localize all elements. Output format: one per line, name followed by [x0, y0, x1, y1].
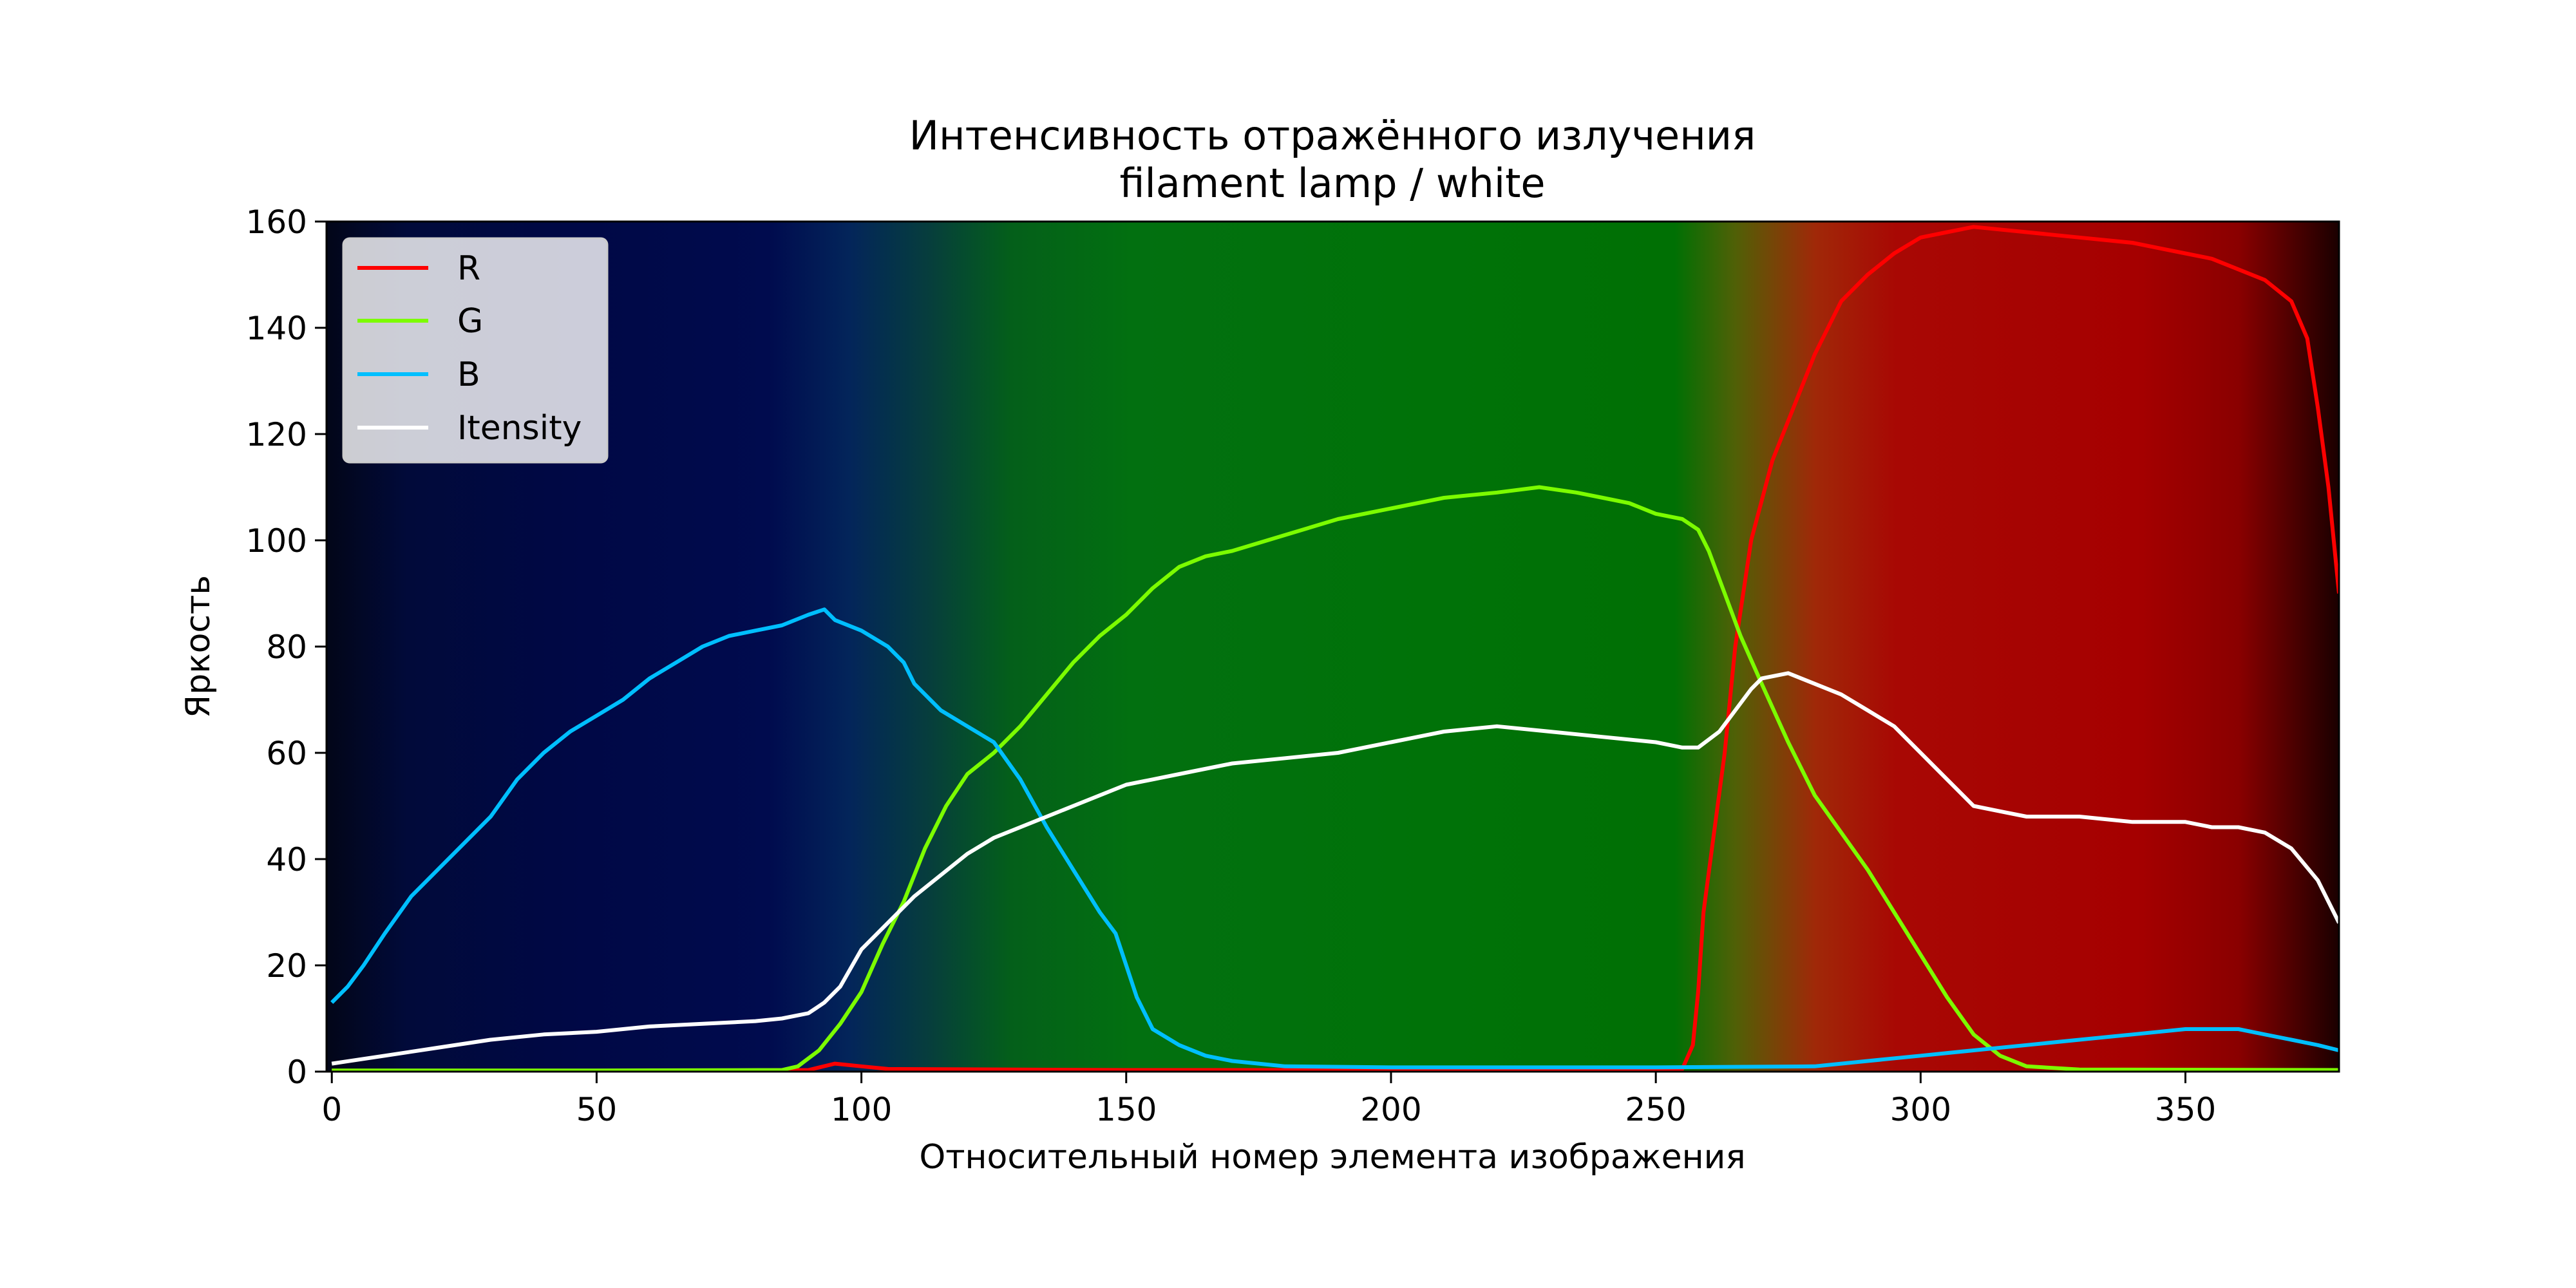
- y-tick-label: 20: [266, 947, 307, 985]
- y-tick-label: 120: [246, 416, 307, 453]
- x-tick-label: 0: [321, 1091, 342, 1128]
- legend: R G B Itensity: [342, 237, 609, 464]
- series-line-r: [332, 225, 2339, 1072]
- chart-subtitle: filament lamp / white: [1119, 160, 1545, 207]
- y-axis-label: Яркость: [179, 575, 218, 718]
- legend-label-g: G: [457, 302, 483, 341]
- ticks-layer: 0 50 100 150 200 250 300 350 0 20 40 60 80 100 120 140 1…: [246, 204, 2217, 1128]
- y-tick-label: 80: [266, 629, 307, 666]
- x-tick-label: 350: [2155, 1091, 2216, 1128]
- y-tick-label: 140: [246, 310, 307, 347]
- series-line-b: [330, 607, 2339, 1070]
- series-line-itensity: [331, 671, 2339, 1066]
- y-tick-label: 40: [266, 841, 307, 878]
- y-tick-label: 100: [246, 522, 307, 560]
- plot-background: [327, 222, 2339, 1072]
- legend-label-b: B: [457, 355, 480, 394]
- legend-box: [342, 237, 609, 464]
- x-tick-label: 300: [1890, 1091, 1951, 1128]
- y-tick-label: 160: [246, 204, 307, 241]
- x-tick-label: 50: [576, 1091, 618, 1128]
- legend-label-intensity: Itensity: [457, 409, 582, 448]
- x-tick-label: 150: [1095, 1091, 1157, 1128]
- y-tick-label: 60: [266, 735, 307, 772]
- x-axis-label: Относительный номер элемента изображения: [919, 1138, 1745, 1177]
- x-tick-label: 250: [1625, 1091, 1686, 1128]
- series-layer: [330, 225, 2339, 1072]
- series-line-g: [332, 485, 2339, 1072]
- x-tick-label: 100: [831, 1091, 892, 1128]
- x-tick-label: 200: [1360, 1091, 1421, 1128]
- legend-label-r: R: [457, 249, 480, 288]
- y-tick-label: 0: [287, 1054, 307, 1091]
- chart-title: Интенсивность отражённого излучения: [909, 112, 1756, 159]
